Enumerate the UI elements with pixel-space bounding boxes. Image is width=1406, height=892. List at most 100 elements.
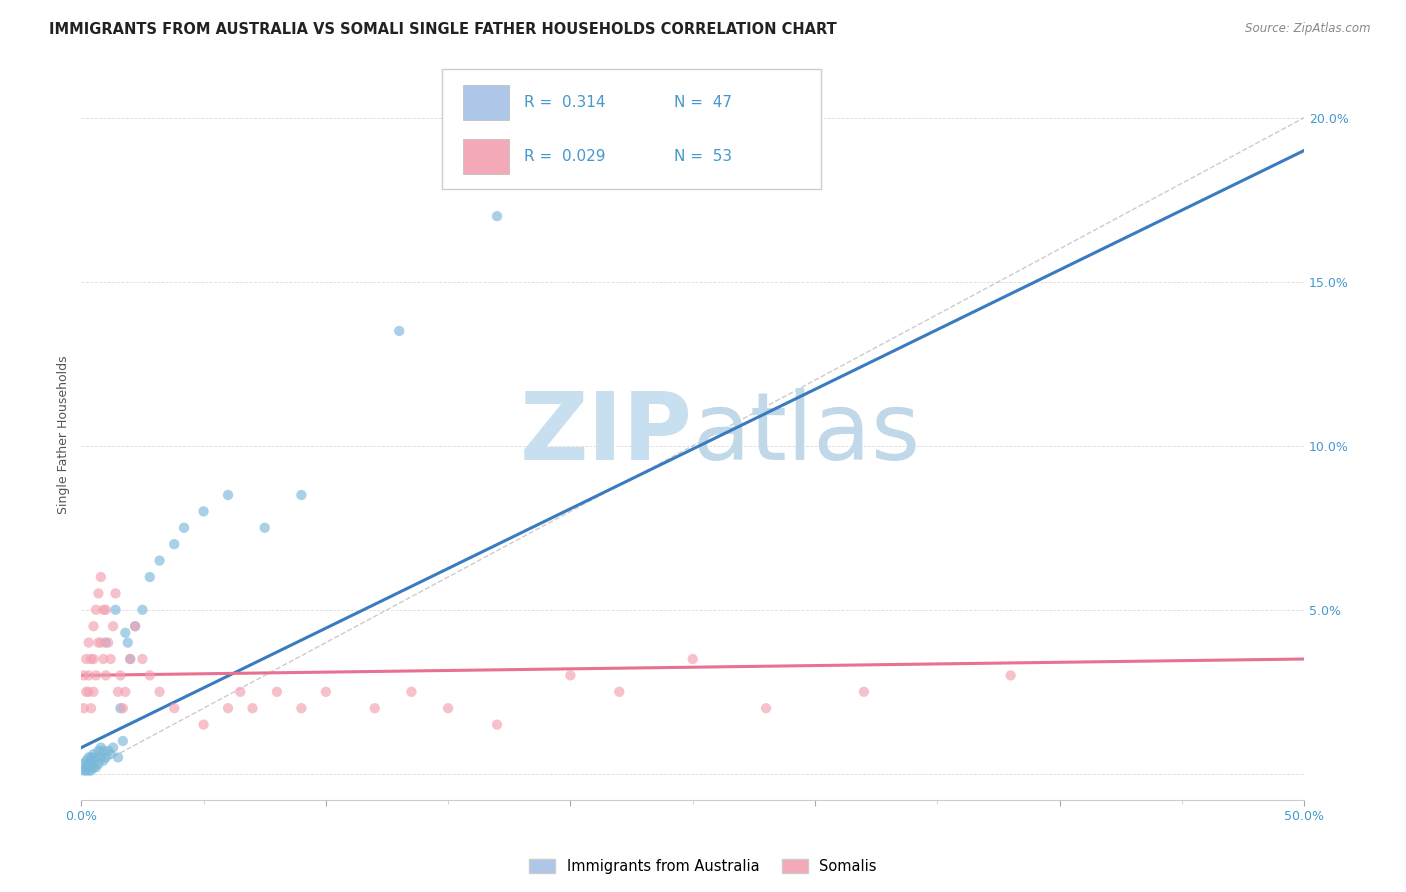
Point [139, 570, 162, 584]
Point [364, 701, 387, 715]
Point [90, 570, 112, 584]
Point [193, 717, 215, 731]
Point [100, 747, 122, 761]
Point [84, 760, 107, 774]
Point [107, 685, 129, 699]
Point [148, 685, 170, 699]
Point [486, 209, 509, 223]
Point [94, 750, 117, 764]
Point [131, 603, 153, 617]
Point [77, 756, 100, 771]
Point [437, 701, 460, 715]
Point [124, 619, 146, 633]
Point [486, 717, 509, 731]
Point [90, 750, 112, 764]
Point [83, 685, 105, 699]
Point [94, 603, 117, 617]
Point [266, 685, 288, 699]
Bar [463, 86, 509, 120]
Point [73, 756, 96, 771]
Point [217, 701, 239, 715]
Point [87, 756, 110, 771]
Point [73, 701, 96, 715]
Point [682, 652, 704, 666]
Point [124, 619, 146, 633]
Text: N =  53: N = 53 [675, 149, 733, 164]
Point [755, 701, 778, 715]
Point [110, 668, 132, 682]
Point [560, 668, 582, 682]
Text: Source: ZipAtlas.com: Source: ZipAtlas.com [1246, 22, 1371, 36]
Point [315, 685, 337, 699]
Point [77, 750, 100, 764]
Point [193, 504, 215, 518]
Point [94, 635, 117, 649]
Point [77, 685, 100, 699]
Point [217, 488, 239, 502]
Point [111, 734, 134, 748]
Point [114, 625, 136, 640]
Text: atlas: atlas [693, 388, 921, 480]
Point [100, 652, 122, 666]
Point [852, 685, 875, 699]
Text: R =  0.029: R = 0.029 [524, 149, 606, 164]
Point [77, 668, 100, 682]
Point [253, 521, 276, 535]
Point [73, 764, 96, 778]
Point [401, 685, 423, 699]
Point [229, 685, 252, 699]
Point [77, 760, 100, 774]
Point [75, 652, 97, 666]
Point [139, 668, 162, 682]
Point [84, 750, 107, 764]
FancyBboxPatch shape [441, 69, 821, 189]
Point [83, 754, 105, 768]
Point [148, 553, 170, 567]
Point [110, 701, 132, 715]
Point [91, 744, 114, 758]
Point [94, 668, 117, 682]
Point [101, 619, 124, 633]
Point [104, 586, 127, 600]
Point [90, 740, 112, 755]
Point [120, 652, 142, 666]
Point [131, 652, 153, 666]
Point [80, 652, 103, 666]
Point [90, 635, 112, 649]
Point [77, 764, 100, 778]
Point [75, 754, 97, 768]
Point [117, 635, 139, 649]
Point [91, 652, 114, 666]
Point [77, 635, 100, 649]
Point [607, 685, 630, 699]
Point [80, 764, 103, 778]
Point [107, 750, 129, 764]
Text: IMMIGRANTS FROM AUSTRALIA VS SOMALI SINGLE FATHER HOUSEHOLDS CORRELATION CHART: IMMIGRANTS FROM AUSTRALIA VS SOMALI SING… [49, 22, 837, 37]
Point [83, 619, 105, 633]
Text: ZIP: ZIP [520, 388, 693, 480]
Point [104, 603, 127, 617]
Point [163, 701, 186, 715]
Point [97, 635, 120, 649]
Point [120, 652, 142, 666]
Point [163, 537, 186, 551]
Legend: Immigrants from Australia, Somalis: Immigrants from Australia, Somalis [523, 854, 883, 880]
Point [91, 754, 114, 768]
Text: R =  0.314: R = 0.314 [524, 95, 606, 111]
Point [83, 652, 105, 666]
Point [84, 603, 107, 617]
Point [83, 747, 105, 761]
Point [290, 488, 312, 502]
Point [173, 521, 195, 535]
Text: N =  47: N = 47 [675, 95, 733, 111]
Point [91, 603, 114, 617]
Point [114, 685, 136, 699]
Point [73, 668, 96, 682]
Point [80, 701, 103, 715]
Point [87, 744, 110, 758]
Bar [463, 139, 509, 174]
Point [1000, 668, 1022, 682]
Point [242, 701, 264, 715]
Y-axis label: Single Father Households: Single Father Households [58, 355, 70, 514]
Point [101, 740, 124, 755]
